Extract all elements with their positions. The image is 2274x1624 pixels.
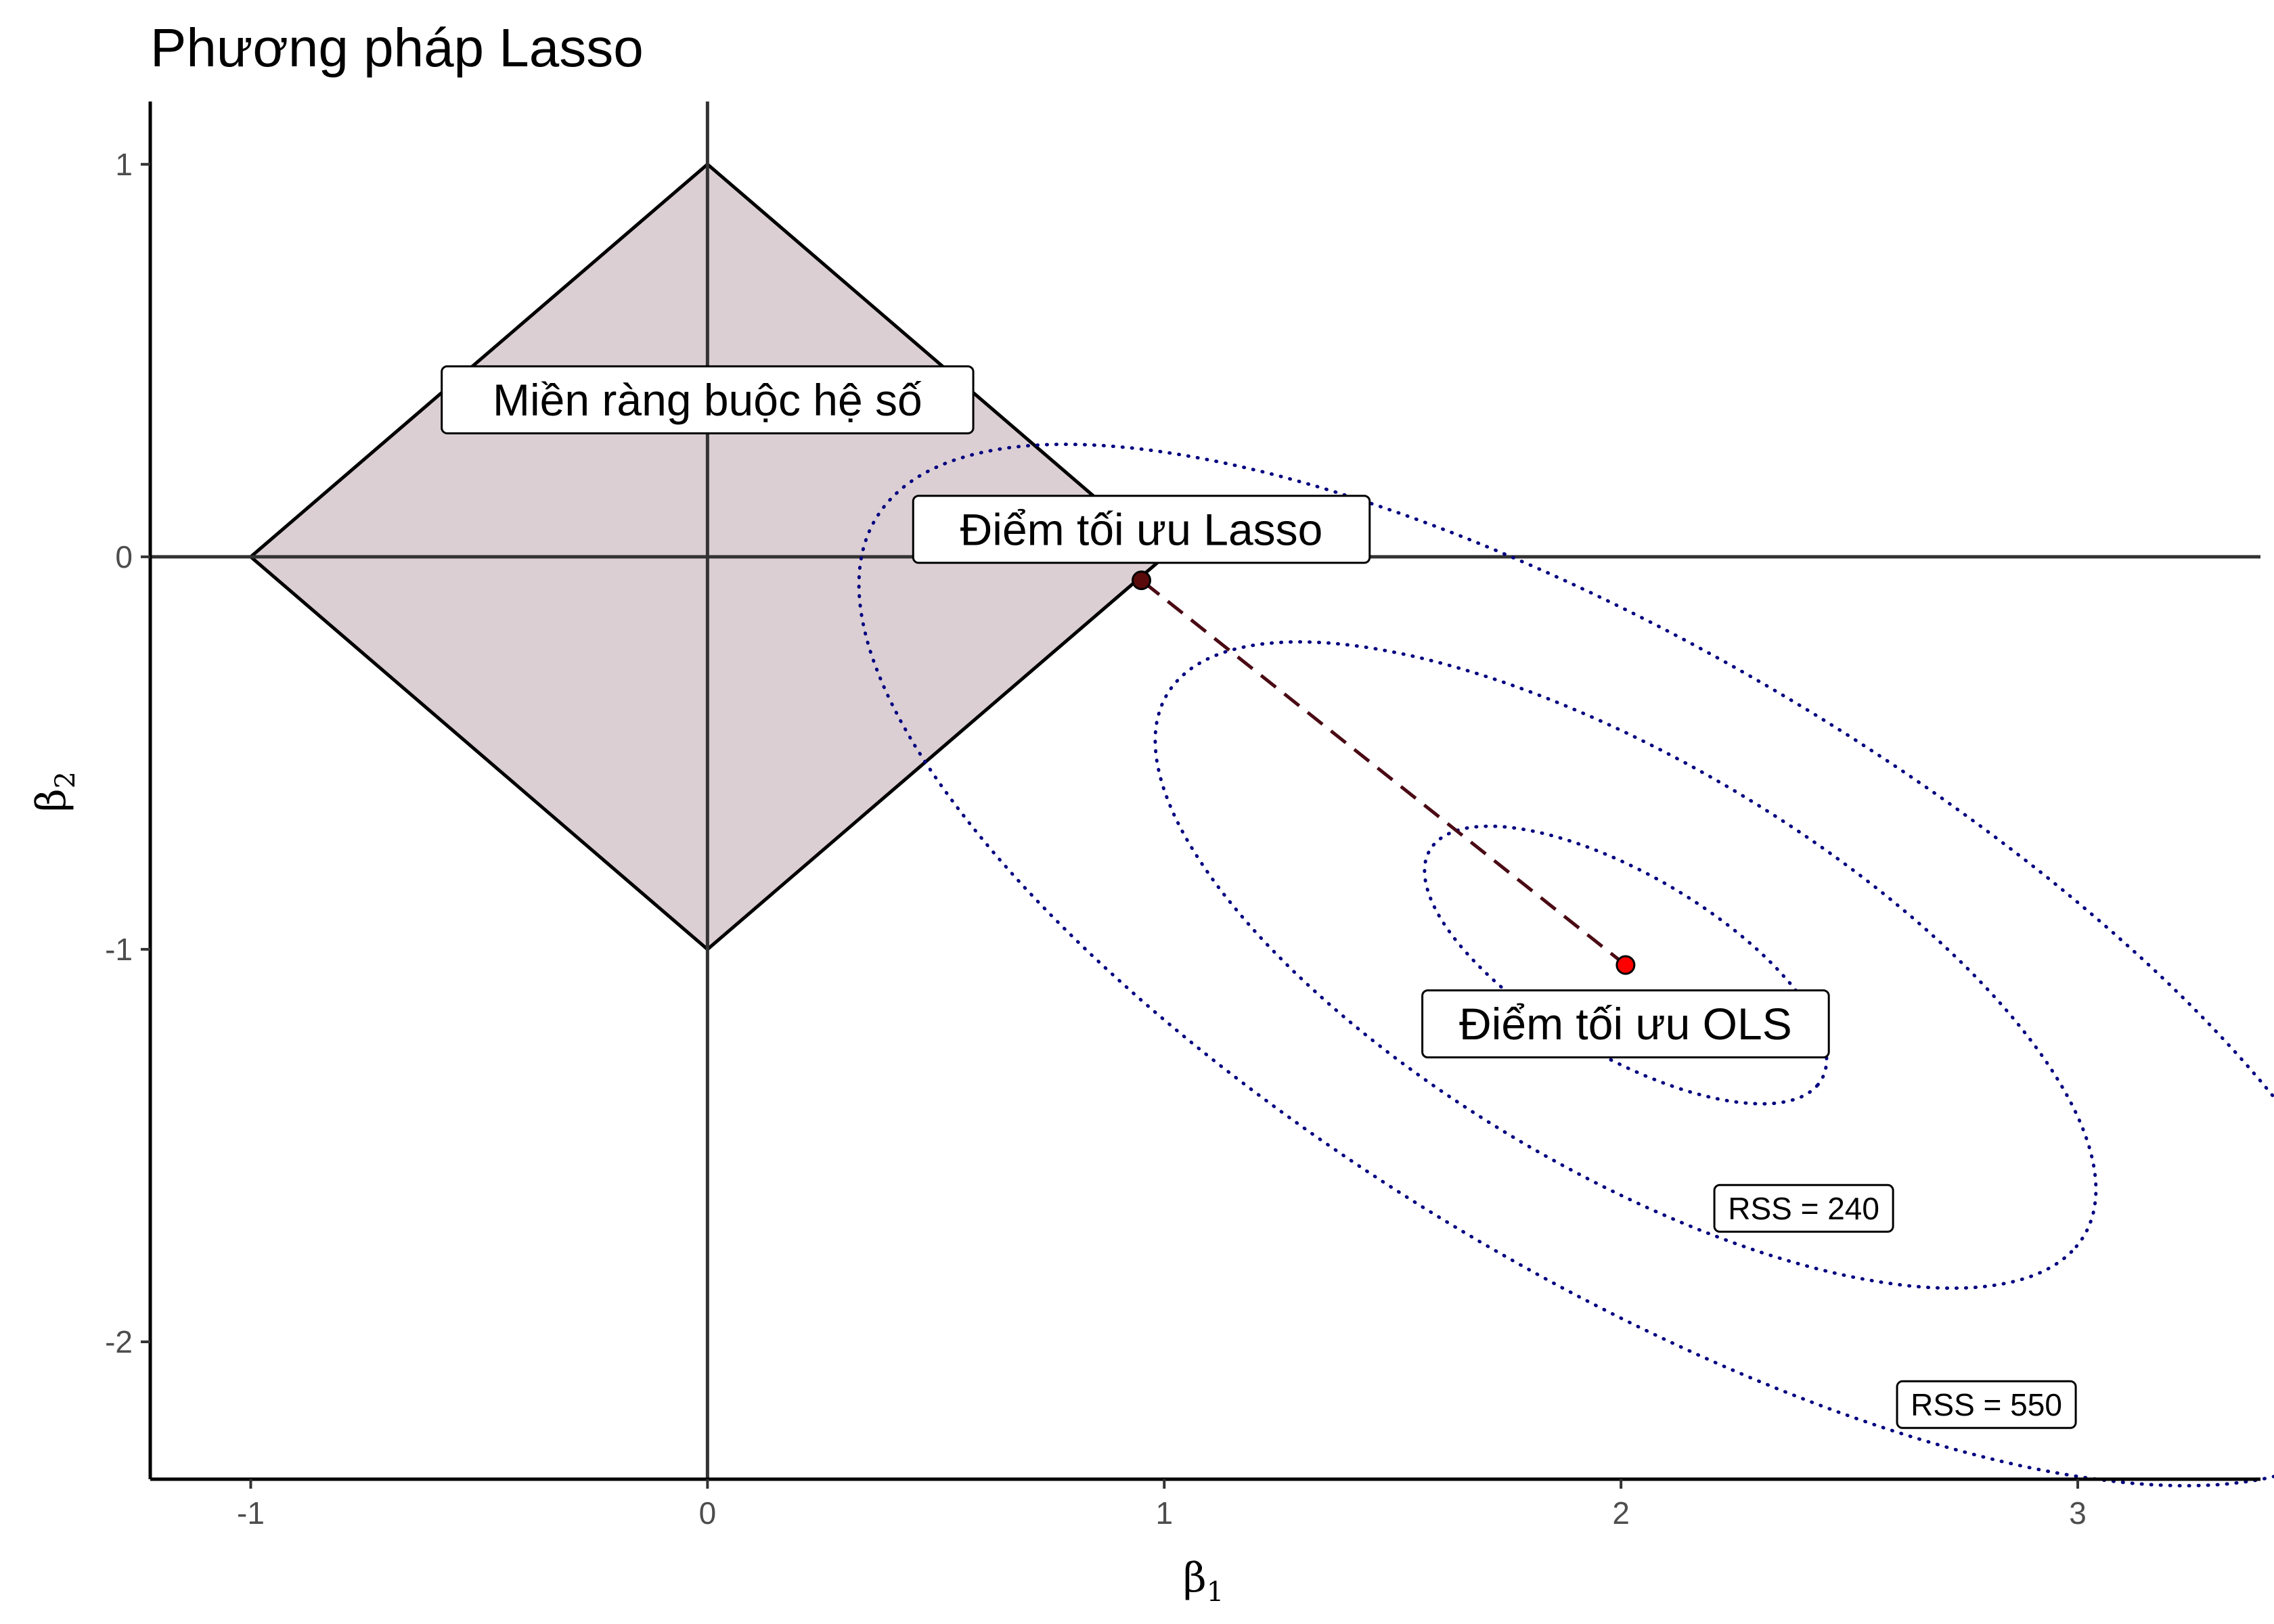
constraint-region-label: Miền ràng buộc hệ số xyxy=(441,365,975,434)
y-axis-label-subscript: 2 xyxy=(50,771,81,788)
contour-label-2-box xyxy=(1896,1380,2077,1429)
x-axis-label-symbol: β xyxy=(1183,1554,1207,1602)
plot-panel: Miền ràng buộc hệ số Điểm tối ưu Lasso Điể… xyxy=(150,102,2274,1488)
x-axis-label-subscript: 1 xyxy=(1207,1577,1224,1608)
lasso-point-label-text: Điểm tối ưu Lasso xyxy=(960,504,1323,554)
x-tick-label: 1 xyxy=(1155,1495,1173,1531)
y-axis-label-symbol: β xyxy=(28,788,75,812)
lasso-point xyxy=(1132,570,1152,591)
constraint-region-label-box xyxy=(441,365,975,434)
rss-contour-2 xyxy=(1153,640,2098,1290)
contour-label-1: RSS = 240 xyxy=(1713,1183,1894,1233)
ols-point-label-text: Điểm tối ưu OLS xyxy=(1459,999,1792,1049)
lasso-point-label: Điểm tối ưu Lasso xyxy=(912,495,1371,564)
rss-contour-1 xyxy=(1423,824,1829,1106)
contour-label-2: RSS = 550 xyxy=(1896,1380,2077,1429)
contour-label-2-text: RSS = 550 xyxy=(1911,1387,2062,1422)
y-tick-label: -2 xyxy=(105,1324,133,1359)
x-tick-label: 3 xyxy=(2069,1495,2087,1531)
ols-point-label: Điểm tối ưu OLS xyxy=(1421,989,1830,1059)
ols-point xyxy=(1615,955,1636,975)
constraint-region-label-text: Miền ràng buộc hệ số xyxy=(493,375,922,425)
ols-point-label-box xyxy=(1421,989,1830,1059)
x-tick-label: 0 xyxy=(699,1495,717,1531)
lasso-point-label-box xyxy=(912,495,1371,564)
x-axis-label: β1 xyxy=(1183,1554,1224,1608)
y-axis-label: β2 xyxy=(28,771,81,812)
contour-label-1-text: RSS = 240 xyxy=(1728,1191,1879,1226)
y-tick-label: 1 xyxy=(115,147,133,182)
contour-label-1-box xyxy=(1713,1183,1894,1233)
y-axis: -2 -1 0 1 xyxy=(105,102,152,1479)
x-axis: -1 0 1 2 3 xyxy=(150,1477,2260,1531)
y-tick-label: 0 xyxy=(115,539,133,574)
x-tick-label: -1 xyxy=(237,1495,265,1531)
ols-to-lasso-path xyxy=(1140,579,1627,967)
chart-title: Phương pháp Lasso xyxy=(150,18,644,78)
y-tick-label: -1 xyxy=(105,932,133,967)
x-tick-label: 2 xyxy=(1612,1495,1630,1531)
